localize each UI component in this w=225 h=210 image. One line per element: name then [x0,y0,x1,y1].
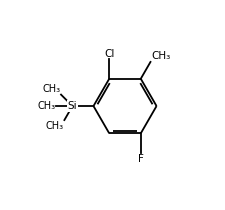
Text: CH₃: CH₃ [45,121,64,131]
Text: Si: Si [68,101,77,111]
Text: CH₃: CH₃ [42,84,60,94]
Text: CH₃: CH₃ [151,51,171,61]
Text: Cl: Cl [104,49,115,59]
Text: CH₃: CH₃ [37,101,56,111]
Text: F: F [138,154,144,164]
